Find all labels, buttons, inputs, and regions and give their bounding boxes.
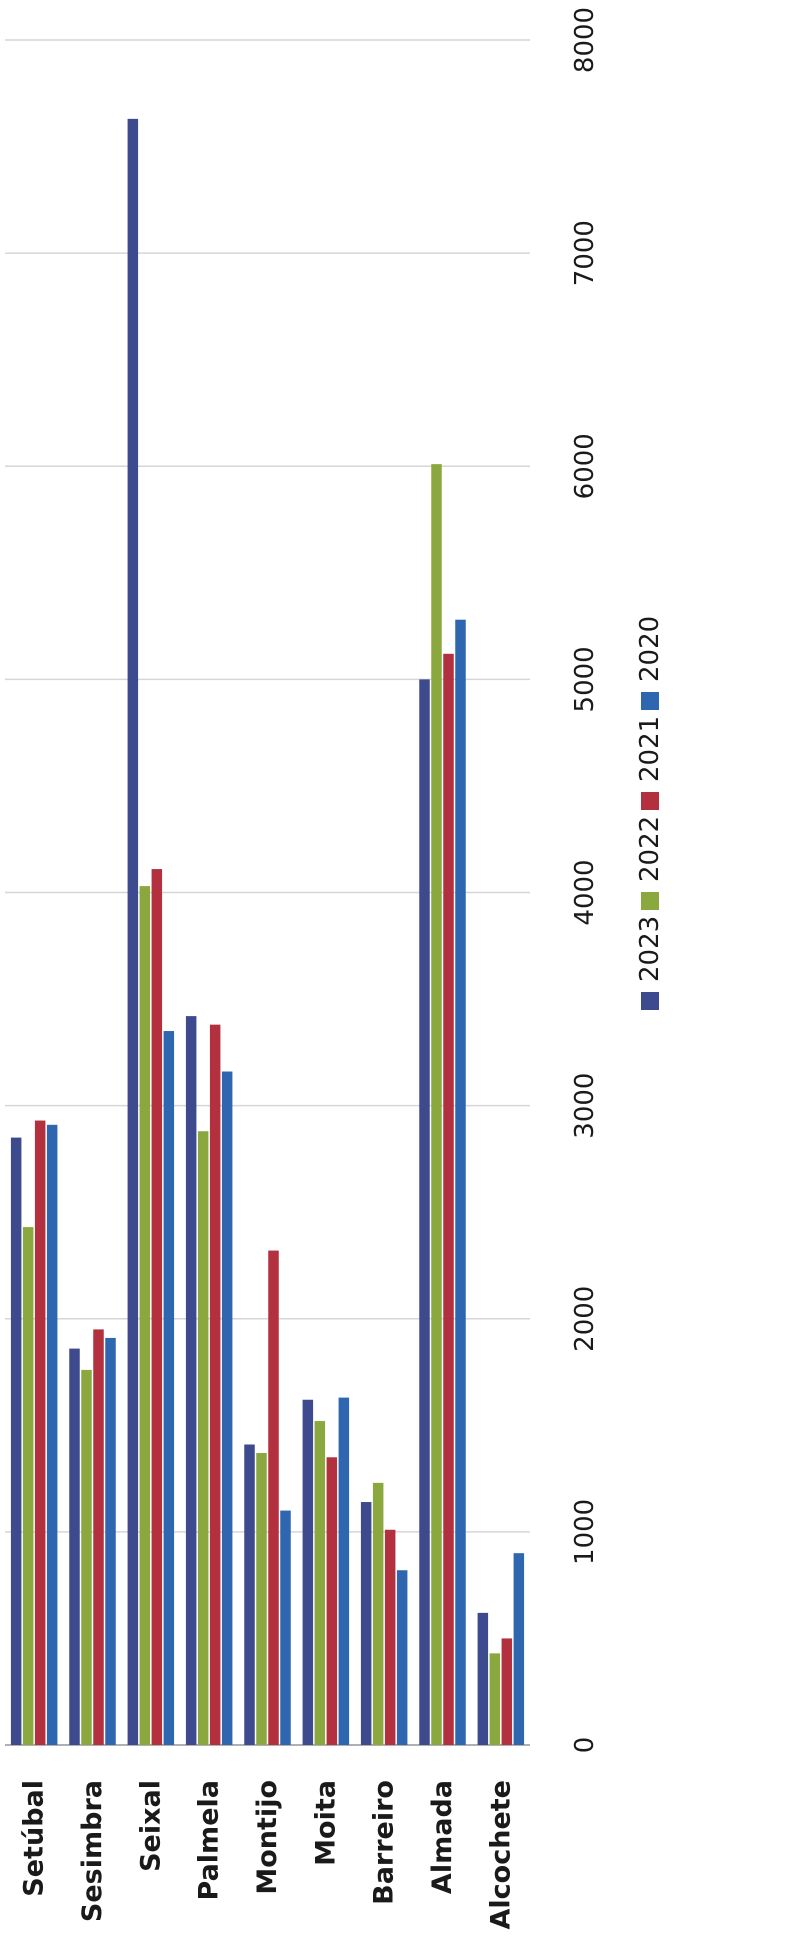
- bar: [221, 1071, 233, 1745]
- legend-label: 2020: [635, 616, 665, 682]
- bar: [477, 1612, 489, 1745]
- bar: [105, 1337, 116, 1745]
- bar: [419, 679, 430, 1745]
- value-tick-label: 3000: [570, 1073, 600, 1139]
- bar: [372, 1482, 384, 1745]
- bar: [314, 1421, 326, 1745]
- value-tick-labels: 0 1000 2000 3000 4000 5000 6000 7000 8000: [570, 7, 600, 1753]
- category-label: Alcochete: [485, 1780, 516, 1929]
- legend-swatch: [641, 992, 659, 1010]
- category-label: Palmela: [194, 1780, 225, 1900]
- category-label: Seixal: [135, 1780, 166, 1872]
- bar: [326, 1457, 338, 1745]
- legend-swatch: [641, 792, 659, 810]
- bar: [93, 1329, 104, 1745]
- category-labels: Setúbal Sesimbra Seixal Palmela Montijo Moita…: [19, 1780, 517, 1929]
- bar: [163, 1031, 175, 1745]
- bar: [396, 1570, 408, 1745]
- value-tick-label: 0: [570, 1737, 600, 1754]
- bar: [209, 1024, 221, 1745]
- bar: [22, 1227, 34, 1745]
- bar: [384, 1529, 396, 1745]
- category-label: Almada: [427, 1780, 458, 1894]
- bar: [455, 619, 466, 1746]
- bar: [46, 1124, 58, 1745]
- bar: [513, 1553, 525, 1745]
- legend-swatch: [641, 892, 659, 910]
- category-label: Moita: [310, 1780, 341, 1866]
- bar: [34, 1120, 46, 1745]
- bars: [10, 118, 525, 1746]
- legend-label: 2023: [635, 916, 665, 982]
- bar: [302, 1399, 314, 1745]
- bar: [489, 1653, 501, 1745]
- bar: [127, 118, 139, 1746]
- bar: [185, 1016, 197, 1745]
- value-tick-label: 4000: [570, 859, 600, 925]
- bar: [151, 869, 163, 1745]
- bar: [244, 1444, 255, 1745]
- category-label: Barreiro: [369, 1780, 400, 1905]
- category-label: Montijo: [252, 1780, 283, 1895]
- category-label: Setúbal: [19, 1780, 50, 1897]
- bar: [268, 1250, 279, 1745]
- legend-label: 2022: [635, 816, 665, 882]
- value-tick-label: 1000: [570, 1499, 600, 1565]
- legend-label: 2021: [635, 716, 665, 782]
- value-tick-label: 8000: [570, 7, 600, 73]
- bar: [10, 1137, 22, 1745]
- bar: [501, 1638, 513, 1745]
- bar: [256, 1453, 267, 1745]
- bar: [81, 1369, 92, 1745]
- value-tick-label: 7000: [570, 220, 600, 286]
- value-tick-label: 6000: [570, 433, 600, 499]
- bar: [360, 1502, 372, 1745]
- bar: [431, 464, 442, 1745]
- bar: [338, 1397, 350, 1745]
- bar: [139, 886, 151, 1745]
- value-tick-label: 5000: [570, 646, 600, 712]
- bar: [69, 1348, 80, 1745]
- grid-lines: [5, 39, 530, 1533]
- legend-swatch: [641, 692, 659, 710]
- category-label: Sesimbra: [77, 1780, 108, 1922]
- bar: [280, 1510, 291, 1745]
- bar: [443, 653, 454, 1745]
- legend: 2023 2022 2021 2020: [635, 616, 665, 1010]
- bar: [197, 1131, 209, 1745]
- value-tick-label: 2000: [570, 1286, 600, 1352]
